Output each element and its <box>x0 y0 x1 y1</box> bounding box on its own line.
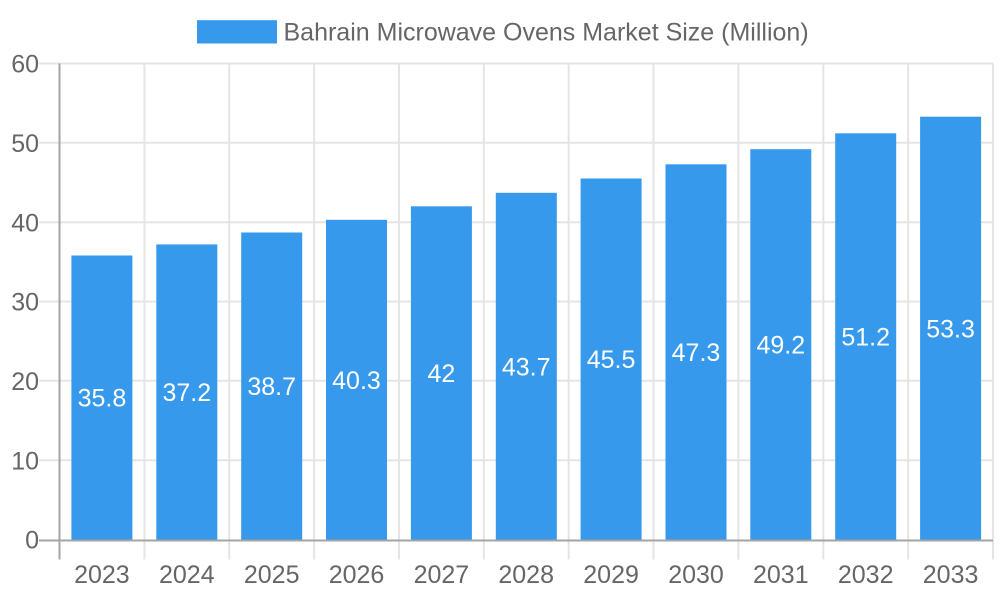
svg-text:30: 30 <box>11 289 39 317</box>
svg-text:2024: 2024 <box>159 561 215 589</box>
svg-text:2030: 2030 <box>668 561 724 589</box>
svg-text:2023: 2023 <box>74 561 130 589</box>
svg-text:2027: 2027 <box>414 561 470 589</box>
svg-text:47.3: 47.3 <box>672 339 721 367</box>
svg-text:53.3: 53.3 <box>926 315 975 343</box>
svg-text:2028: 2028 <box>498 561 554 589</box>
svg-text:42: 42 <box>427 360 455 388</box>
svg-text:Bahrain Microwave Ovens Market: Bahrain Microwave Ovens Market Size (Mil… <box>284 19 809 47</box>
svg-text:40.3: 40.3 <box>332 367 381 395</box>
svg-text:2031: 2031 <box>753 561 809 589</box>
svg-text:10: 10 <box>11 447 39 475</box>
svg-text:2032: 2032 <box>838 561 894 589</box>
svg-text:40: 40 <box>11 209 39 237</box>
svg-text:51.2: 51.2 <box>841 324 890 352</box>
svg-text:2026: 2026 <box>329 561 385 589</box>
svg-text:49.2: 49.2 <box>756 332 805 360</box>
svg-text:37.2: 37.2 <box>162 379 211 407</box>
svg-text:50: 50 <box>11 130 39 158</box>
svg-text:38.7: 38.7 <box>247 373 296 401</box>
svg-text:45.5: 45.5 <box>587 346 636 374</box>
svg-text:20: 20 <box>11 368 39 396</box>
svg-text:2033: 2033 <box>923 561 979 589</box>
svg-text:2025: 2025 <box>244 561 300 589</box>
svg-text:60: 60 <box>11 51 39 79</box>
svg-text:2029: 2029 <box>583 561 639 589</box>
svg-text:43.7: 43.7 <box>502 353 551 381</box>
svg-text:0: 0 <box>25 527 39 555</box>
svg-text:35.8: 35.8 <box>78 385 127 413</box>
